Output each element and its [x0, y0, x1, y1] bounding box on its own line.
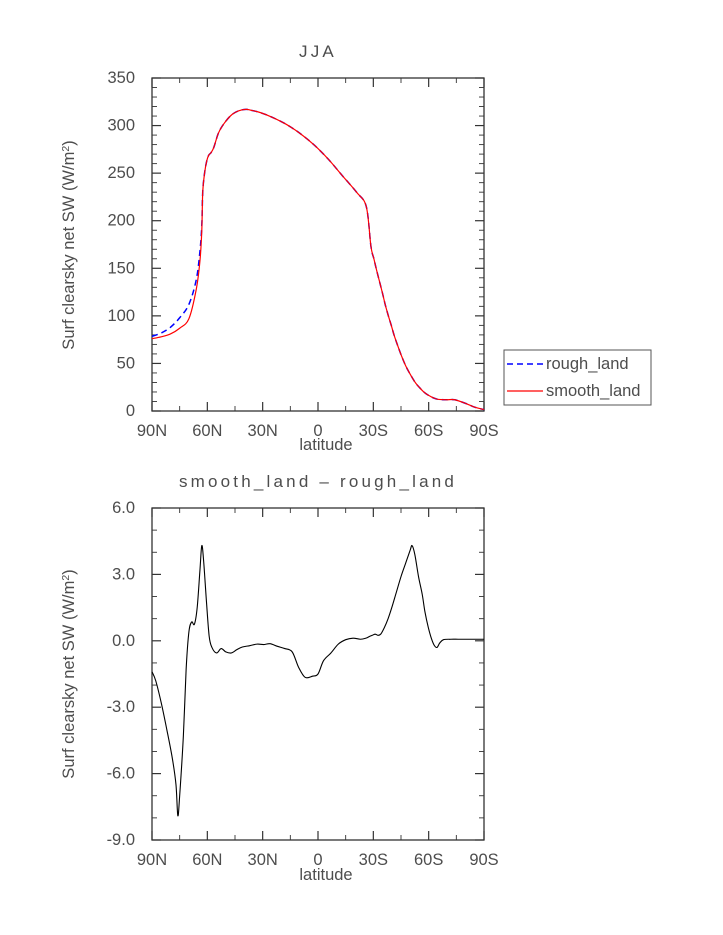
svg-text:90N: 90N — [137, 851, 167, 869]
svg-text:60S: 60S — [414, 422, 443, 440]
svg-text:30N: 30N — [248, 422, 278, 440]
svg-text:250: 250 — [107, 164, 135, 182]
svg-text:90S: 90S — [469, 422, 498, 440]
svg-text:50: 50 — [117, 354, 135, 372]
svg-text:6.0: 6.0 — [112, 499, 135, 517]
svg-text:smooth_land: smooth_land — [546, 382, 640, 400]
svg-text:latitude: latitude — [299, 866, 352, 884]
svg-text:200: 200 — [107, 212, 135, 230]
svg-text:3.0: 3.0 — [112, 565, 135, 583]
svg-text:350: 350 — [107, 69, 135, 87]
svg-text:60S: 60S — [414, 851, 443, 869]
svg-text:latitude: latitude — [299, 436, 352, 454]
svg-text:-6.0: -6.0 — [107, 765, 135, 783]
svg-text:0: 0 — [126, 402, 135, 420]
svg-text:-3.0: -3.0 — [107, 698, 135, 716]
svg-text:100: 100 — [107, 307, 135, 325]
svg-text:30N: 30N — [248, 851, 278, 869]
svg-text:0.0: 0.0 — [112, 632, 135, 650]
svg-text:90S: 90S — [469, 851, 498, 869]
svg-text:Surf clearsky net SW (W/m2): Surf clearsky net SW (W/m2) — [60, 569, 78, 778]
svg-text:smooth_land – rough_land: smooth_land – rough_land — [179, 472, 457, 491]
svg-text:60N: 60N — [192, 851, 222, 869]
svg-text:rough_land: rough_land — [546, 355, 629, 373]
svg-text:90N: 90N — [137, 422, 167, 440]
svg-text:JJA: JJA — [299, 42, 337, 61]
svg-text:300: 300 — [107, 117, 135, 135]
svg-text:60N: 60N — [192, 422, 222, 440]
svg-text:Surf clearsky net SW (W/m2): Surf clearsky net SW (W/m2) — [60, 140, 78, 349]
svg-text:30S: 30S — [359, 851, 388, 869]
svg-text:150: 150 — [107, 259, 135, 277]
svg-text:30S: 30S — [359, 422, 388, 440]
svg-text:-9.0: -9.0 — [107, 831, 135, 849]
